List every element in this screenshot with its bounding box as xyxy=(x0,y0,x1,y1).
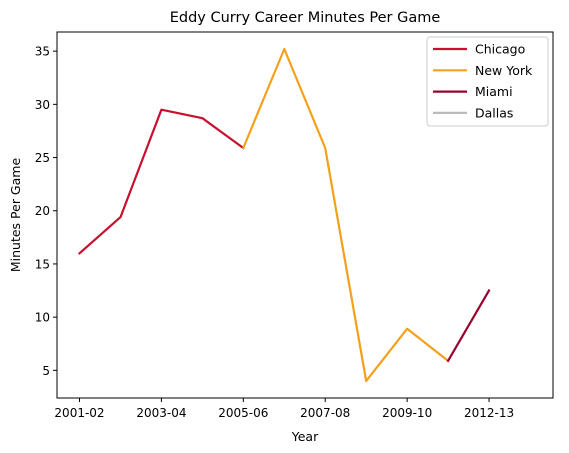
y-tick-label: 30 xyxy=(35,98,50,112)
x-tick-label: 2003-04 xyxy=(136,406,186,420)
plot-area xyxy=(56,31,554,399)
x-tick-label: 2012-13 xyxy=(464,406,514,420)
legend-label: Miami xyxy=(475,84,513,99)
series-lines xyxy=(77,47,491,383)
y-tick-label: 35 xyxy=(35,45,50,59)
series-line-new-york xyxy=(241,47,450,383)
legend-label: Dallas xyxy=(475,105,513,120)
chart-title: Eddy Curry Career Minutes Per Game xyxy=(170,10,441,26)
y-axis-label: Minutes Per Game xyxy=(8,158,23,273)
x-tick-label: 2005-06 xyxy=(218,406,268,420)
x-tick-label: 2007-08 xyxy=(300,406,350,420)
x-axis: 2001-02 2003-04 2005-06 2007-08 2009-10 2012-… xyxy=(54,398,514,420)
x-tick-label: 2009-10 xyxy=(382,406,432,420)
y-tick-label: 15 xyxy=(35,257,50,271)
y-tick-label: 20 xyxy=(35,204,50,218)
legend-label: New York xyxy=(475,63,533,78)
series-line-miami xyxy=(446,288,491,363)
series-line-chicago xyxy=(77,108,245,255)
plot-frame xyxy=(56,31,554,399)
y-axis: 5 10 15 20 25 30 35 xyxy=(35,45,57,378)
legend-box xyxy=(426,36,549,127)
y-tick-label: 10 xyxy=(35,311,50,325)
y-tick-label: 25 xyxy=(35,151,50,165)
legend-label: Chicago xyxy=(475,42,525,57)
legend: Chicago New York Miami Dallas xyxy=(426,36,549,127)
x-axis-label: Year xyxy=(291,429,319,444)
x-tick-label: 2001-02 xyxy=(54,406,104,420)
y-tick-label: 5 xyxy=(42,364,50,378)
